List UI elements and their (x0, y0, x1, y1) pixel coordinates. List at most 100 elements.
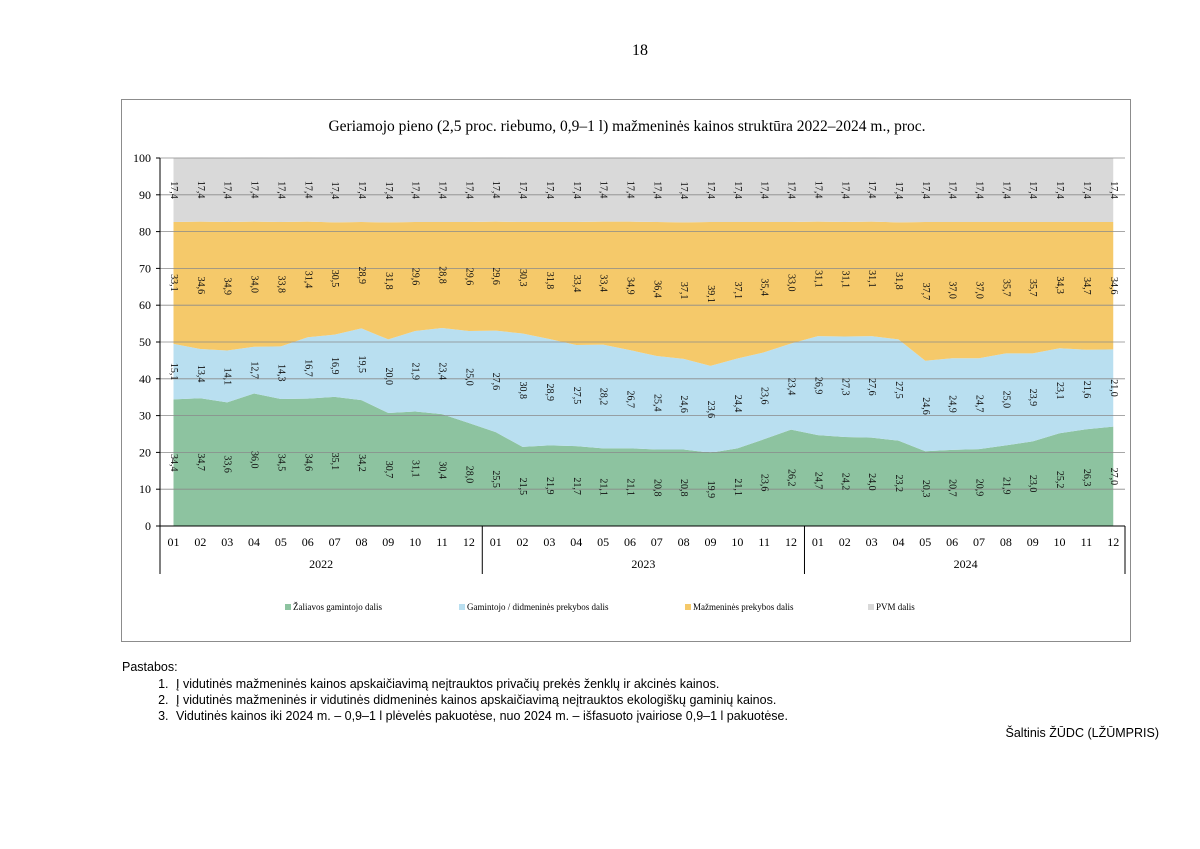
data-label: 30,7 (383, 461, 394, 479)
data-label: 21,0 (1108, 379, 1119, 397)
data-label: 28,9 (544, 383, 555, 401)
data-label: 17,4 (1081, 181, 1092, 199)
data-label: 28,2 (598, 388, 609, 406)
data-label: 17,4 (544, 181, 555, 199)
data-label: 21,9 (544, 477, 555, 495)
y-tick-label: 80 (139, 225, 151, 239)
data-label: 17,4 (356, 181, 367, 199)
legend-label: Žaliavos gamintojo dalis (293, 602, 382, 612)
data-label: 33,0 (786, 274, 797, 292)
data-label: 29,6 (410, 268, 421, 286)
data-label: 17,4 (168, 181, 179, 199)
note-item: Į vidutinės mažmeninės ir vidutinės didm… (172, 692, 788, 708)
data-label: 17,4 (759, 181, 770, 199)
x-tick-label: 11 (436, 535, 448, 549)
data-label: 14,3 (275, 364, 286, 382)
notes: Pastabos: Į vidutinės mažmeninės kainos … (122, 660, 788, 724)
data-label: 23,6 (759, 474, 770, 492)
x-tick-label: 08 (678, 535, 690, 549)
data-label: 17,4 (651, 181, 662, 199)
y-tick-label: 30 (139, 409, 151, 423)
x-tick-label: 05 (275, 535, 287, 549)
data-label: 34,5 (275, 454, 286, 472)
data-label: 21,1 (732, 478, 743, 496)
data-label: 28,8 (437, 266, 448, 284)
legend-label: Mažmeninės prekybos dalis (693, 602, 794, 612)
data-label: 26,3 (1081, 469, 1092, 487)
x-tick-label: 11 (1081, 535, 1093, 549)
data-label: 17,4 (195, 181, 206, 199)
data-label: 27,5 (571, 387, 582, 405)
data-label: 17,4 (893, 182, 904, 200)
y-tick-label: 70 (139, 261, 151, 275)
data-label: 37,0 (974, 281, 985, 299)
x-tick-label: 11 (758, 535, 770, 549)
data-label: 24,4 (732, 395, 743, 413)
note-item: Į vidutinės mažmeninės kainos apskaičiav… (172, 676, 788, 692)
data-label: 17,4 (920, 181, 931, 199)
legend-label: PVM dalis (876, 602, 915, 612)
data-label: 33,6 (222, 455, 233, 473)
data-label: 23,6 (705, 401, 716, 419)
data-label: 23,9 (1027, 389, 1038, 407)
data-label: 39,1 (705, 285, 716, 303)
data-label: 17,4 (947, 181, 958, 199)
data-label: 33,1 (168, 274, 179, 292)
data-label: 31,4 (302, 271, 313, 289)
data-label: 17,4 (437, 181, 448, 199)
data-label: 21,5 (517, 478, 528, 496)
data-label: 17,4 (786, 181, 797, 199)
data-label: 29,6 (463, 268, 474, 286)
data-label: 30,5 (329, 270, 340, 288)
x-tick-label: 06 (302, 535, 314, 549)
x-tick-label: 06 (946, 535, 958, 549)
data-label: 20,3 (920, 480, 931, 498)
data-label: 27,0 (1108, 468, 1119, 486)
data-label: 17,4 (517, 181, 528, 199)
data-label: 17,4 (866, 181, 877, 199)
data-label: 24,0 (866, 473, 877, 491)
legend-label: Gamintojo / didmeninės prekybos dalis (467, 602, 609, 612)
data-label: 24,7 (812, 472, 823, 490)
data-label: 34,7 (195, 453, 206, 471)
data-label: 21,6 (1081, 381, 1092, 399)
data-label: 24,6 (920, 397, 931, 415)
data-label: 20,8 (678, 479, 689, 497)
data-label: 17,4 (463, 181, 474, 199)
area-series-4 (173, 157, 1114, 223)
data-label: 21,7 (571, 477, 582, 495)
data-label: 31,8 (893, 272, 904, 290)
data-label: 23,4 (437, 362, 448, 380)
data-label: 34,6 (1108, 277, 1119, 295)
y-tick-label: 20 (139, 445, 151, 459)
y-tick-label: 90 (139, 188, 151, 202)
x-tick-label: 06 (624, 535, 636, 549)
x-tick-label: 02 (194, 535, 206, 549)
data-label: 19,9 (705, 481, 716, 499)
data-label: 34,9 (624, 277, 635, 295)
data-label: 17,4 (812, 181, 823, 199)
page-number: 18 (632, 42, 648, 59)
data-label: 29,6 (490, 267, 501, 285)
data-label: 17,4 (1000, 181, 1011, 199)
data-label: 37,0 (947, 281, 958, 299)
data-label: 19,5 (356, 356, 367, 374)
data-label: 20,8 (651, 479, 662, 497)
data-label: 28,9 (356, 266, 367, 284)
data-label: 17,4 (571, 181, 582, 199)
data-label: 17,4 (222, 181, 233, 199)
data-label: 25,2 (1054, 471, 1065, 489)
data-label: 20,7 (947, 479, 958, 497)
data-label: 17,4 (329, 182, 340, 200)
data-label: 24,2 (839, 473, 850, 491)
data-label: 35,7 (1027, 279, 1038, 297)
note-item: Vidutinės kainos iki 2024 m. – 0,9–1 l p… (172, 708, 788, 724)
data-label: 13,4 (195, 365, 206, 383)
y-tick-label: 50 (139, 335, 151, 349)
x-tick-label: 08 (355, 535, 367, 549)
data-label: 37,1 (732, 282, 743, 300)
x-tick-label: 10 (731, 535, 743, 549)
data-label: 30,3 (517, 269, 528, 287)
area-series-2 (173, 328, 1114, 453)
data-label: 21,9 (1000, 477, 1011, 495)
